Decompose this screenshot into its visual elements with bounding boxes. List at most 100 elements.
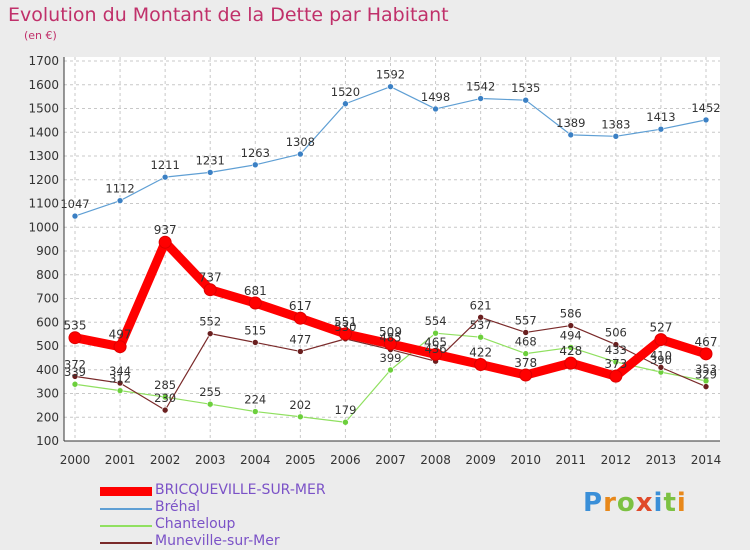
data-point bbox=[477, 95, 484, 102]
data-label: 312 bbox=[109, 372, 131, 386]
x-tick-label: 2000 bbox=[60, 453, 91, 467]
chart-title: Evolution du Montant de la Dette par Hab… bbox=[8, 4, 449, 26]
data-label: 937 bbox=[154, 223, 177, 237]
data-label: 506 bbox=[605, 326, 627, 340]
data-label: 433 bbox=[605, 343, 627, 357]
data-label: 530 bbox=[334, 320, 356, 334]
data-label: 1535 bbox=[511, 81, 540, 95]
data-label: 527 bbox=[649, 321, 672, 335]
y-tick-label: 1300 bbox=[28, 149, 59, 163]
data-label: 329 bbox=[695, 368, 717, 382]
data-point bbox=[206, 169, 214, 176]
data-point bbox=[699, 347, 713, 361]
data-point bbox=[432, 329, 439, 337]
data-label: 485 bbox=[380, 331, 402, 345]
data-label: 1231 bbox=[196, 153, 225, 167]
data-point bbox=[158, 235, 172, 249]
data-label: 557 bbox=[515, 313, 537, 327]
data-label: 515 bbox=[244, 323, 266, 337]
data-point bbox=[206, 330, 214, 337]
data-label: 477 bbox=[289, 332, 311, 346]
data-point bbox=[342, 100, 349, 108]
data-point bbox=[342, 418, 349, 426]
data-point bbox=[297, 413, 304, 421]
data-point bbox=[251, 339, 259, 346]
legend-swatch-chanteloup bbox=[100, 525, 152, 527]
data-label: 535 bbox=[64, 319, 87, 333]
data-label: 255 bbox=[199, 385, 221, 399]
data-label: 372 bbox=[64, 357, 86, 371]
x-tick-label: 2011 bbox=[556, 453, 587, 467]
y-tick-label: 1000 bbox=[28, 220, 59, 234]
data-point bbox=[68, 331, 82, 345]
data-label: 179 bbox=[334, 403, 356, 417]
data-label: 436 bbox=[425, 342, 447, 356]
data-point bbox=[116, 387, 124, 394]
data-point bbox=[522, 350, 530, 357]
data-point bbox=[297, 150, 304, 158]
data-label: 428 bbox=[559, 344, 582, 358]
data-label: 737 bbox=[199, 271, 222, 285]
data-point bbox=[429, 347, 443, 361]
data-label: 1452 bbox=[691, 101, 720, 115]
data-label: 224 bbox=[244, 393, 266, 407]
data-point bbox=[387, 83, 394, 90]
data-label: 537 bbox=[470, 318, 492, 332]
data-label: 373 bbox=[604, 357, 627, 371]
y-tick-label: 800 bbox=[36, 268, 59, 282]
chart-subtitle: (en €) bbox=[24, 29, 57, 42]
data-point bbox=[612, 341, 620, 348]
data-label: 1542 bbox=[466, 80, 495, 94]
data-point bbox=[702, 116, 710, 124]
y-tick-label: 600 bbox=[36, 315, 59, 329]
data-point bbox=[251, 408, 259, 415]
data-label: 1389 bbox=[556, 116, 585, 130]
data-label: 494 bbox=[560, 328, 582, 342]
data-label: 497 bbox=[109, 328, 132, 342]
data-label: 390 bbox=[650, 353, 672, 367]
data-label: 621 bbox=[470, 298, 492, 312]
data-point bbox=[477, 313, 484, 321]
data-point bbox=[564, 356, 578, 370]
data-point bbox=[567, 322, 575, 329]
x-tick-label: 2012 bbox=[601, 453, 632, 467]
data-label: 1112 bbox=[105, 182, 134, 196]
data-label: 410 bbox=[650, 348, 672, 362]
y-tick-label: 200 bbox=[36, 410, 59, 424]
data-point bbox=[519, 368, 533, 382]
data-point bbox=[161, 393, 169, 401]
y-tick-label: 100 bbox=[36, 434, 59, 448]
data-point bbox=[251, 161, 259, 169]
data-label: 586 bbox=[560, 307, 582, 321]
x-tick-label: 2002 bbox=[150, 453, 181, 467]
data-label: 1520 bbox=[331, 85, 360, 99]
data-label: 1308 bbox=[286, 135, 315, 149]
data-label: 285 bbox=[154, 378, 176, 392]
data-point bbox=[387, 366, 394, 374]
y-tick-label: 1500 bbox=[28, 102, 59, 116]
data-point bbox=[657, 125, 665, 133]
data-label: 465 bbox=[424, 335, 447, 349]
legend-label-muneville: Muneville-sur-Mer bbox=[155, 533, 280, 549]
proxiti-logo: Proxiti bbox=[583, 488, 687, 518]
data-point bbox=[293, 311, 307, 325]
x-tick-label: 2004 bbox=[240, 453, 271, 467]
y-tick-label: 1200 bbox=[28, 173, 59, 187]
y-tick-label: 500 bbox=[36, 339, 59, 353]
data-point bbox=[477, 333, 484, 341]
data-point bbox=[384, 337, 397, 351]
legend-swatch-brehal bbox=[100, 508, 152, 510]
x-tick-label: 2009 bbox=[465, 453, 496, 467]
data-label: 468 bbox=[515, 335, 537, 349]
y-tick-label: 400 bbox=[36, 363, 59, 377]
data-label: 378 bbox=[514, 356, 537, 370]
data-label: 509 bbox=[379, 325, 402, 339]
data-point bbox=[522, 96, 530, 104]
y-tick-label: 1700 bbox=[28, 54, 59, 68]
data-point bbox=[522, 329, 530, 336]
data-point bbox=[338, 327, 352, 341]
data-point bbox=[612, 132, 620, 140]
legend-swatch-bricqueville bbox=[100, 487, 152, 496]
data-label: 551 bbox=[334, 315, 357, 329]
x-tick-label: 2008 bbox=[420, 453, 451, 467]
